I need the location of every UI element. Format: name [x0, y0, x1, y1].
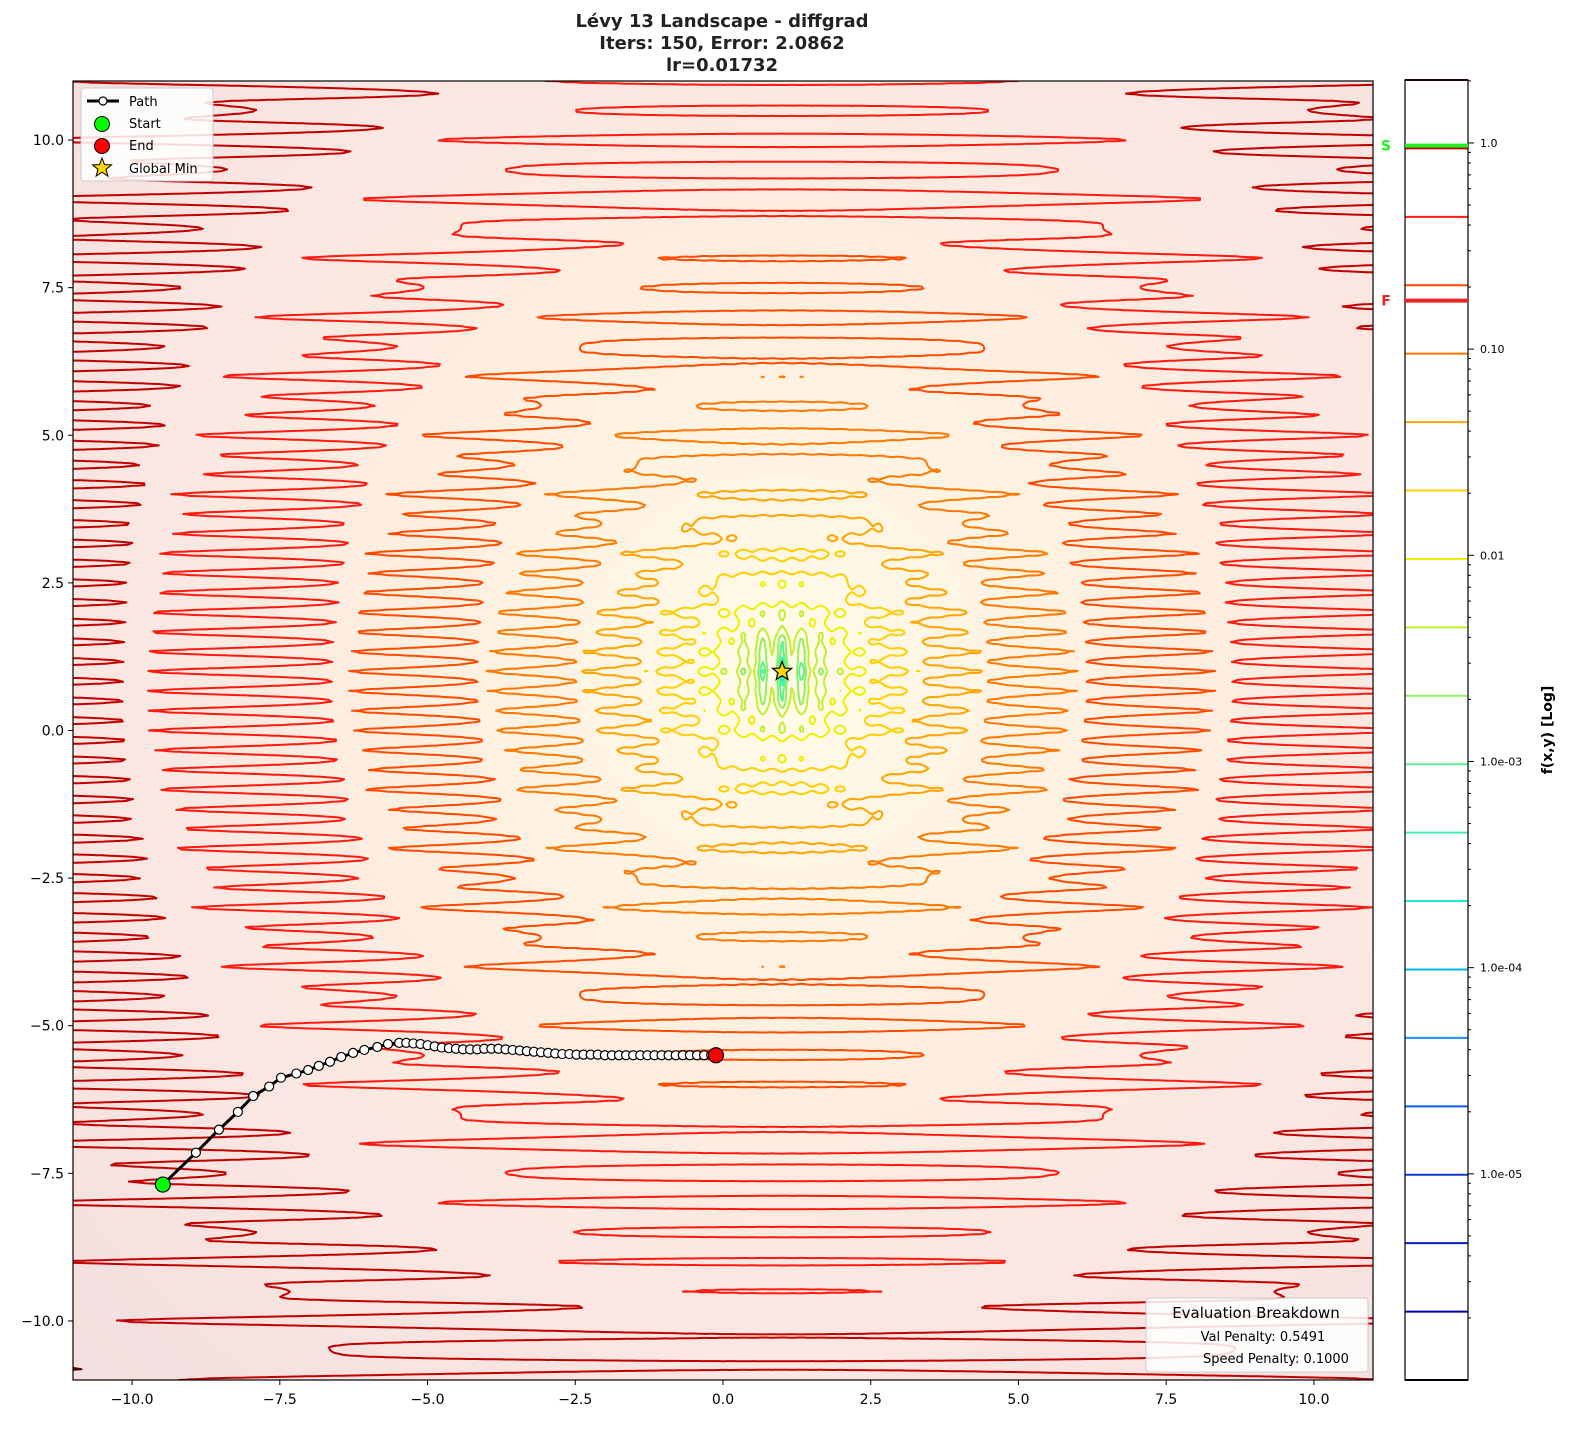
x-tick-label: 10.0	[1298, 1392, 1329, 1408]
start-marker	[154, 1176, 171, 1193]
contour-level-13	[643, 547, 921, 796]
colorbar-marker-S: S	[1381, 139, 1391, 155]
speed-penalty: Speed Penalty: 0.1000	[1203, 1352, 1349, 1367]
plot-background	[73, 81, 1373, 1380]
colorbar-markers: SF	[1381, 139, 1468, 310]
end-marker	[707, 1047, 725, 1064]
legend-global-min-label: Global Min	[129, 162, 198, 177]
colorbar-ticks: 1.0 0.10 0.01 1.0e-03 1.0e-04 1.0e-05	[1468, 80, 1522, 1319]
x-tick-label: 2.5	[860, 1392, 882, 1408]
path-point-marker	[347, 1047, 359, 1058]
contour-level-11	[720, 608, 845, 735]
x-tick-label: 7.5	[1155, 1392, 1177, 1408]
x-tick-label: −7.5	[263, 1392, 297, 1408]
contour-level-15	[485, 375, 1079, 968]
path-point-marker	[190, 1147, 202, 1158]
path-point-marker	[382, 1038, 394, 1050]
colorbar-tick-label: 1.0e-05	[1480, 1168, 1522, 1181]
colorbar-tick-label: 1.0	[1480, 137, 1498, 150]
colorbar: 1.00.100.011.0e-031.0e-041.0e-05 SF f(x,…	[1381, 79, 1556, 1381]
evaluation-box-frame	[1145, 1297, 1369, 1373]
y-tick-label: 10.0	[33, 133, 64, 149]
colorbar-tick-label: 1.0e-03	[1480, 755, 1522, 768]
path-point-marker	[213, 1124, 225, 1135]
legend-path-label: Path	[129, 95, 158, 110]
y-tick-label: 7.5	[42, 281, 64, 297]
colorbar-label: f(x,y) [Log]	[1540, 686, 1556, 775]
x-axis: −10.0 −7.5 −5.0 −2.5 0.0 2.5 5.0 7.5 10.0	[111, 1380, 1329, 1408]
contour-level-19	[73, 1366, 83, 1371]
legend-star-icon	[91, 156, 113, 178]
colorbar-tick-label: 1.0e-04	[1480, 962, 1522, 975]
global-min-star-marker	[770, 659, 794, 681]
colorbar-tick-label: 0.10	[1480, 343, 1505, 356]
evaluation-box-title: Evaluation Breakdown	[1172, 1304, 1340, 1322]
val-penalty: Val Penalty: 0.5491	[1201, 1330, 1326, 1345]
title-line-2: Iters: 150, Error: 2.0862	[599, 33, 844, 54]
y-tick-label: 2.5	[42, 576, 64, 592]
legend-start-icon	[94, 116, 110, 132]
title-line-3: lr=0.01732	[666, 55, 778, 76]
path-point-marker	[248, 1090, 259, 1102]
x-tick-label: 5.0	[1007, 1392, 1029, 1408]
title-line-1: Lévy 13 Landscape - diffgrad	[575, 11, 868, 32]
y-tick-label: 5.0	[42, 428, 64, 444]
path-point-marker	[232, 1106, 243, 1118]
legend-path-marker-icon	[98, 96, 108, 106]
legend-end-label: End	[129, 139, 154, 154]
path-point-marker	[275, 1072, 287, 1083]
evaluation-box: Evaluation Breakdown Val Penalty: 0.5491…	[1145, 1297, 1369, 1373]
colorbar-background	[1405, 80, 1468, 1380]
y-tick-label: −5.0	[30, 1019, 64, 1035]
y-axis: 10.0 7.5 5.0 2.5 0.0 −2.5 −5.0 −7.5 −10.0	[21, 133, 73, 1330]
path-point-marker	[359, 1044, 370, 1056]
colorbar-frame	[1404, 79, 1469, 1381]
optimizer-path-layer	[154, 659, 794, 1193]
colorbar-marker-F: F	[1381, 294, 1391, 310]
path-point-marker	[264, 1081, 275, 1092]
path-point-marker	[291, 1068, 302, 1079]
title: Lévy 13 Landscape - diffgrad Iters: 150,…	[575, 11, 868, 76]
contour-lines	[73, 81, 1373, 1380]
x-tick-label: −2.5	[558, 1392, 592, 1408]
path-point-marker	[303, 1064, 314, 1076]
y-tick-label: −7.5	[30, 1166, 64, 1182]
legend-frame	[80, 87, 214, 182]
contour-level-16	[348, 254, 1216, 1089]
legend-start-label: Start	[129, 117, 161, 132]
legend: Path Start End Global Min	[80, 87, 214, 182]
y-tick-label: −2.5	[30, 871, 64, 887]
x-tick-label: −10.0	[111, 1392, 154, 1408]
contour-level-17	[147, 81, 1373, 1295]
colorbar-tick-label: 0.01	[1480, 549, 1505, 562]
x-tick-label: 0.0	[712, 1392, 734, 1408]
contour-level-14	[581, 488, 983, 855]
path-point-marker	[372, 1041, 383, 1053]
contour-level-10	[740, 634, 824, 709]
legend-end-icon	[94, 138, 110, 154]
y-tick-label: 0.0	[42, 724, 64, 740]
contour-level-12	[697, 579, 867, 764]
path-point-marker	[313, 1060, 324, 1071]
x-tick-label: −5.0	[411, 1392, 445, 1408]
path-point-marker	[336, 1051, 347, 1063]
y-tick-label: −10.0	[21, 1314, 64, 1330]
path-point-marker	[324, 1056, 336, 1067]
